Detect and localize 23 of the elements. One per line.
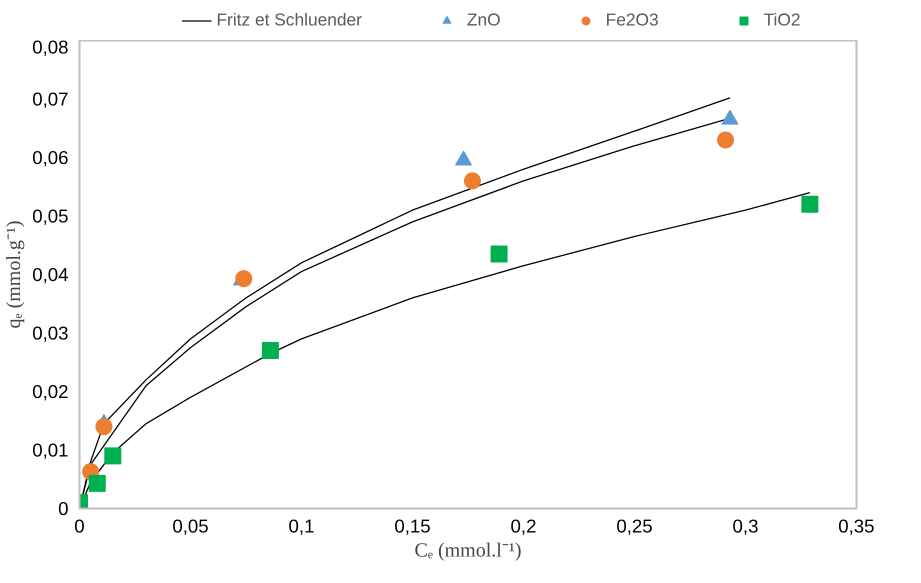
y-tick-label: 0,07 (32, 88, 68, 110)
legend-label: Fe2O3 (606, 10, 659, 30)
y-tick-label: 0,04 (32, 264, 68, 285)
x-tick-label: 0,05 (172, 516, 209, 536)
y-tick-label: 0,05 (32, 206, 68, 226)
y-tick-label: 0,06 (32, 147, 68, 168)
x-tick-label: 0,2 (510, 516, 536, 536)
x-tick-label: 0,3 (732, 516, 758, 536)
x-tick-label: 0 (74, 516, 85, 536)
y-tick-label: 0,02 (32, 381, 68, 402)
y-tick-label: 0 (58, 498, 69, 519)
legend-label: ZnO (466, 10, 501, 30)
x-tick-label: 0,1 (288, 516, 314, 536)
x-axis-title: Cₑ (mmol.l⁻¹) (414, 540, 522, 562)
legend-label: Fritz et Schluender (216, 10, 362, 30)
x-tick-label: 0,35 (838, 516, 874, 536)
y-tick-label: 0,01 (32, 440, 68, 460)
y-axis-title: qₑ (mmol.g⁻¹) (3, 220, 26, 329)
x-tick-label: 0,25 (616, 516, 653, 536)
legend-label: TiO2 (764, 10, 801, 30)
y-tick-label: 0,08 (32, 36, 68, 58)
x-tick-label: 0,15 (394, 516, 431, 536)
y-tick-label: 0,03 (32, 322, 68, 344)
